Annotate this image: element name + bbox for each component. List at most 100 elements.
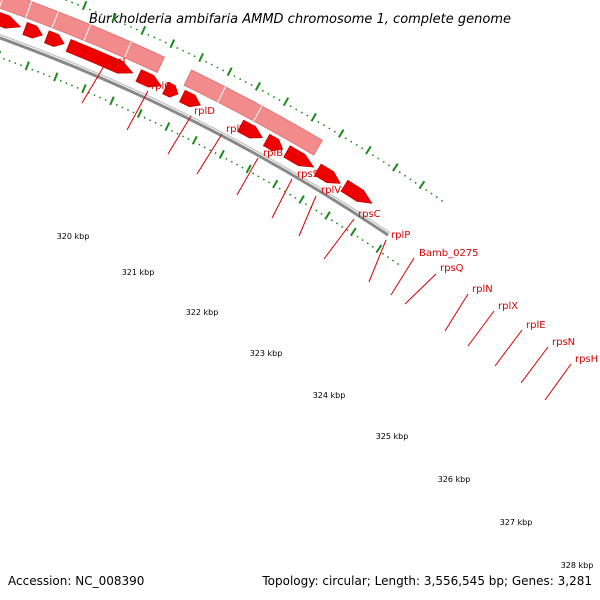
minor-tick bbox=[193, 55, 196, 58]
minor-tick bbox=[257, 175, 260, 178]
minor-tick bbox=[320, 212, 323, 215]
scale-label: 327 kbp bbox=[500, 518, 533, 527]
minor-tick bbox=[289, 193, 292, 196]
gene-label: rplW bbox=[226, 124, 249, 135]
minor-tick bbox=[132, 111, 135, 114]
minor-tick bbox=[261, 89, 264, 92]
major-tick bbox=[169, 39, 176, 49]
label-leader-line bbox=[196, 133, 223, 175]
label-leader-line bbox=[390, 257, 415, 296]
major-tick bbox=[375, 244, 383, 254]
minor-tick bbox=[204, 60, 208, 63]
minor-tick bbox=[19, 64, 23, 67]
minor-tick bbox=[153, 36, 156, 39]
minor-tick bbox=[355, 143, 358, 147]
major-tick bbox=[338, 129, 345, 138]
minor-tick bbox=[386, 256, 390, 259]
gene-label: rplV bbox=[321, 185, 341, 196]
minor-tick bbox=[322, 124, 325, 127]
minor-tick bbox=[88, 8, 91, 11]
minor-tick bbox=[233, 75, 236, 78]
minor-tick bbox=[104, 98, 107, 102]
scale-label: 326 kbp bbox=[438, 475, 471, 484]
major-tick bbox=[81, 1, 88, 11]
minor-tick bbox=[71, 1, 74, 4]
minor-tick bbox=[252, 172, 255, 175]
minor-tick bbox=[371, 153, 374, 157]
forward-strand-track bbox=[0, 0, 323, 156]
minor-tick bbox=[315, 209, 318, 212]
reverse-gene-arrow bbox=[313, 163, 341, 184]
minor-tick bbox=[118, 20, 121, 23]
label-leader-line bbox=[494, 329, 523, 367]
minor-tick bbox=[65, 0, 68, 2]
minor-tick bbox=[158, 38, 162, 41]
minor-tick bbox=[267, 92, 270, 95]
label-leader-line bbox=[467, 310, 495, 347]
gene-label: rpsS bbox=[297, 169, 319, 180]
minor-tick bbox=[382, 160, 385, 163]
major-tick bbox=[298, 195, 305, 204]
minor-tick bbox=[2, 57, 5, 60]
reverse-gene-arrow bbox=[44, 30, 65, 47]
backbone-layer bbox=[0, 34, 391, 237]
minor-tick bbox=[306, 114, 309, 117]
minor-tick bbox=[278, 99, 281, 102]
major-tick bbox=[53, 72, 59, 82]
gene-boundary bbox=[83, 24, 91, 41]
major-tick bbox=[191, 135, 198, 145]
minor-tick bbox=[283, 190, 286, 193]
minor-tick bbox=[371, 245, 374, 248]
label-leader-line bbox=[323, 218, 355, 260]
minor-tick bbox=[317, 120, 320, 124]
minor-tick bbox=[361, 238, 364, 242]
major-tick bbox=[245, 164, 252, 174]
label-leader-line bbox=[126, 90, 149, 131]
scale-label: 323 kbp bbox=[250, 349, 283, 358]
gene-label: rplE bbox=[526, 320, 546, 331]
minor-tick bbox=[147, 33, 150, 36]
reverse-gene-arrow bbox=[0, 12, 22, 29]
minor-tick bbox=[230, 160, 233, 163]
minor-tick bbox=[65, 82, 68, 85]
minor-tick bbox=[135, 28, 138, 31]
minor-tick bbox=[328, 127, 331, 130]
major-tick bbox=[310, 112, 317, 122]
gene-boundary bbox=[123, 41, 132, 58]
gene-boundary bbox=[25, 1, 33, 18]
minor-tick bbox=[126, 108, 130, 112]
label-leader-line bbox=[368, 239, 387, 283]
reverse-gene-arrow bbox=[283, 145, 315, 168]
minor-tick bbox=[377, 157, 380, 160]
major-tick bbox=[24, 61, 30, 71]
minor-tick bbox=[14, 62, 17, 65]
minor-tick bbox=[76, 3, 80, 6]
major-tick bbox=[81, 84, 87, 94]
gene-label: Bamb_0275 bbox=[419, 248, 479, 259]
gene-label: rplN bbox=[472, 284, 493, 295]
gene-boundary bbox=[51, 11, 59, 28]
minor-tick bbox=[430, 192, 433, 195]
minor-tick bbox=[93, 94, 96, 97]
minor-tick bbox=[48, 75, 51, 78]
forward-gene-block bbox=[183, 69, 323, 156]
minor-tick bbox=[398, 171, 401, 174]
minor-tick bbox=[87, 91, 90, 94]
major-tick bbox=[111, 13, 117, 23]
reverse-gene-arrow bbox=[178, 89, 201, 108]
gene-label: rplC bbox=[151, 81, 171, 92]
minor-tick bbox=[8, 59, 11, 62]
minor-tick bbox=[272, 96, 276, 99]
minor-tick bbox=[278, 187, 281, 190]
reverse-gene-arrow bbox=[22, 22, 43, 39]
minor-tick bbox=[440, 199, 444, 202]
minor-tick bbox=[244, 80, 247, 84]
minor-tick bbox=[387, 164, 391, 167]
minor-tick bbox=[59, 79, 62, 82]
minor-tick bbox=[42, 73, 45, 76]
major-tick bbox=[254, 81, 261, 91]
forward-gene-block bbox=[0, 0, 165, 74]
label-leader-line bbox=[298, 195, 317, 237]
minor-tick bbox=[366, 242, 369, 245]
map-title: Burkholderia ambifaria AMMD chromosome 1… bbox=[89, 12, 511, 27]
